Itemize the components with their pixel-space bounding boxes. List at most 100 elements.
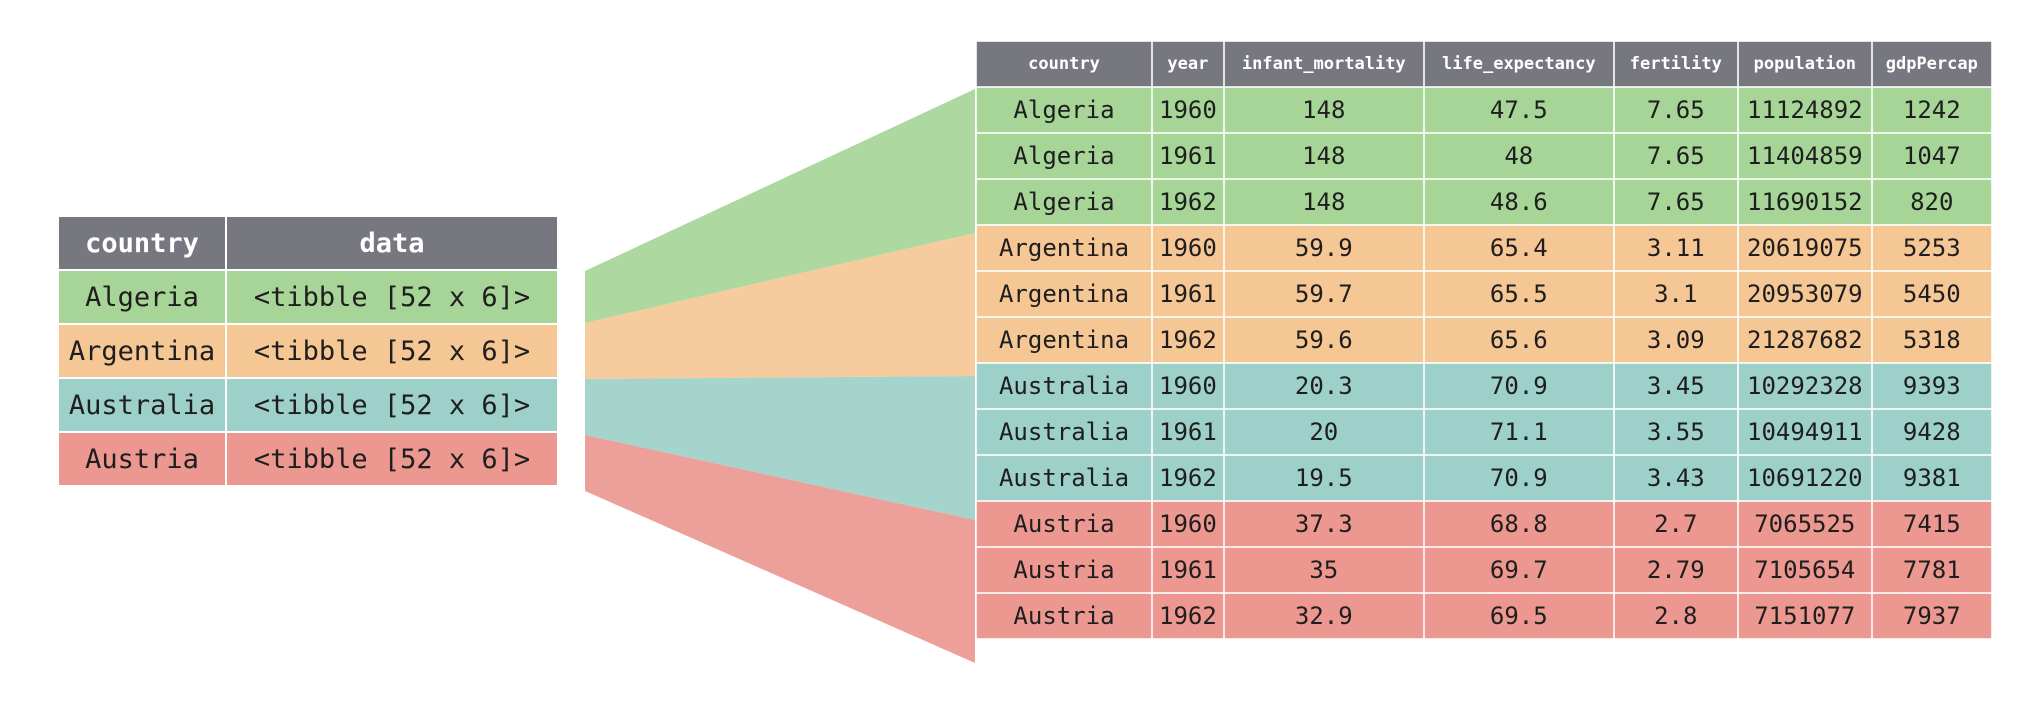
table-row: Algeria 1962 148 48.6 7.65 11690152 820 bbox=[975, 178, 1993, 226]
cell-population: 10494911 bbox=[1736, 408, 1873, 456]
cell-life-expectancy: 68.8 bbox=[1422, 500, 1615, 548]
cell-gdppercap: 5253 bbox=[1870, 224, 1993, 272]
cell-year: 1960 bbox=[1151, 86, 1225, 134]
table-row: Argentina 1962 59.6 65.6 3.09 21287682 5318 bbox=[975, 316, 1993, 364]
cell-population: 20953079 bbox=[1736, 270, 1873, 318]
cell-year: 1961 bbox=[1151, 408, 1225, 456]
connector-algeria bbox=[585, 89, 975, 323]
cell-infant-mortality: 148 bbox=[1222, 178, 1425, 226]
cell-life-expectancy: 48.6 bbox=[1422, 178, 1615, 226]
cell-year: 1962 bbox=[1151, 454, 1225, 502]
cell-country: Australia bbox=[975, 408, 1153, 456]
cell-year: 1962 bbox=[1151, 316, 1225, 364]
cell-life-expectancy: 65.6 bbox=[1422, 316, 1615, 364]
table-row: Australia 1960 20.3 70.9 3.45 10292328 9393 bbox=[975, 362, 1993, 410]
cell-population: 7151077 bbox=[1736, 592, 1873, 640]
cell-gdppercap: 9428 bbox=[1870, 408, 1993, 456]
cell-gdppercap: 7781 bbox=[1870, 546, 1993, 594]
cell-country: Algeria bbox=[975, 178, 1153, 226]
cell-infant-mortality: 59.7 bbox=[1222, 270, 1425, 318]
cell-country: Algeria bbox=[975, 132, 1153, 180]
cell-infant-mortality: 37.3 bbox=[1222, 500, 1425, 548]
table-row: Algeria 1961 148 48 7.65 11404859 1047 bbox=[975, 132, 1993, 180]
cell-fertility: 7.65 bbox=[1612, 86, 1739, 134]
unnested-table-body: Algeria 1960 148 47.5 7.65 11124892 1242 Algeri… bbox=[975, 86, 1993, 640]
nested-cell-data: <tibble [52 x 6]> bbox=[225, 323, 559, 379]
cell-year: 1961 bbox=[1151, 270, 1225, 318]
table-row: Argentina 1960 59.9 65.4 3.11 20619075 5253 bbox=[975, 224, 1993, 272]
unnested-header-population: population bbox=[1736, 40, 1873, 88]
cell-population: 11404859 bbox=[1736, 132, 1873, 180]
nested-cell-data: <tibble [52 x 6]> bbox=[225, 431, 559, 487]
unnested-table-header-row: country year infant_mortality life_expec… bbox=[975, 40, 1993, 88]
nested-header-data: data bbox=[225, 215, 559, 271]
cell-life-expectancy: 70.9 bbox=[1422, 454, 1615, 502]
cell-fertility: 3.55 bbox=[1612, 408, 1739, 456]
cell-fertility: 3.1 bbox=[1612, 270, 1739, 318]
cell-population: 10292328 bbox=[1736, 362, 1873, 410]
cell-year: 1960 bbox=[1151, 362, 1225, 410]
nested-row-argentina: Argentina <tibble [52 x 6]> bbox=[57, 323, 559, 379]
unnested-header-life-expectancy: life_expectancy bbox=[1422, 40, 1615, 88]
table-row: Algeria 1960 148 47.5 7.65 11124892 1242 bbox=[975, 86, 1993, 134]
cell-country: Algeria bbox=[975, 86, 1153, 134]
cell-population: 10691220 bbox=[1736, 454, 1873, 502]
cell-infant-mortality: 59.9 bbox=[1222, 224, 1425, 272]
cell-fertility: 3.09 bbox=[1612, 316, 1739, 364]
table-row: Austria 1961 35 69.7 2.79 7105654 7781 bbox=[975, 546, 1993, 594]
cell-year: 1962 bbox=[1151, 592, 1225, 640]
nested-row-australia: Australia <tibble [52 x 6]> bbox=[57, 377, 559, 433]
cell-infant-mortality: 148 bbox=[1222, 86, 1425, 134]
cell-gdppercap: 5318 bbox=[1870, 316, 1993, 364]
unnested-header-country: country bbox=[975, 40, 1153, 88]
cell-population: 20619075 bbox=[1736, 224, 1873, 272]
table-row: Australia 1961 20 71.1 3.55 10494911 9428 bbox=[975, 408, 1993, 456]
unnested-table: country year infant_mortality life_expec… bbox=[975, 40, 1993, 640]
cell-country: Argentina bbox=[975, 316, 1153, 364]
unnested-header-gdppercap: gdpPercap bbox=[1870, 40, 1993, 88]
cell-life-expectancy: 47.5 bbox=[1422, 86, 1615, 134]
cell-life-expectancy: 48 bbox=[1422, 132, 1615, 180]
cell-gdppercap: 820 bbox=[1870, 178, 1993, 226]
cell-country: Austria bbox=[975, 500, 1153, 548]
table-row: Austria 1962 32.9 69.5 2.8 7151077 7937 bbox=[975, 592, 1993, 640]
cell-country: Argentina bbox=[975, 224, 1153, 272]
cell-population: 7065525 bbox=[1736, 500, 1873, 548]
cell-gdppercap: 7415 bbox=[1870, 500, 1993, 548]
cell-country: Austria bbox=[975, 546, 1153, 594]
cell-fertility: 2.7 bbox=[1612, 500, 1739, 548]
cell-infant-mortality: 19.5 bbox=[1222, 454, 1425, 502]
cell-life-expectancy: 71.1 bbox=[1422, 408, 1615, 456]
cell-year: 1960 bbox=[1151, 500, 1225, 548]
cell-year: 1961 bbox=[1151, 546, 1225, 594]
cell-country: Australia bbox=[975, 362, 1153, 410]
unnested-header-year: year bbox=[1151, 40, 1225, 88]
nested-cell-country: Austria bbox=[57, 431, 227, 487]
nested-cell-country: Algeria bbox=[57, 269, 227, 325]
cell-population: 21287682 bbox=[1736, 316, 1873, 364]
table-row: Australia 1962 19.5 70.9 3.43 10691220 9381 bbox=[975, 454, 1993, 502]
cell-population: 11124892 bbox=[1736, 86, 1873, 134]
connector-argentina bbox=[585, 233, 975, 379]
cell-fertility: 3.11 bbox=[1612, 224, 1739, 272]
cell-population: 7105654 bbox=[1736, 546, 1873, 594]
cell-fertility: 3.43 bbox=[1612, 454, 1739, 502]
cell-life-expectancy: 69.5 bbox=[1422, 592, 1615, 640]
unnested-header-infant-mortality: infant_mortality bbox=[1222, 40, 1425, 88]
cell-country: Austria bbox=[975, 592, 1153, 640]
nested-cell-data: <tibble [52 x 6]> bbox=[225, 269, 559, 325]
nested-table: country data Algeria <tibble [52 x 6]> A… bbox=[57, 215, 559, 487]
cell-life-expectancy: 70.9 bbox=[1422, 362, 1615, 410]
cell-fertility: 2.79 bbox=[1612, 546, 1739, 594]
nested-cell-country: Argentina bbox=[57, 323, 227, 379]
nested-header-country: country bbox=[57, 215, 227, 271]
cell-fertility: 2.8 bbox=[1612, 592, 1739, 640]
cell-life-expectancy: 69.7 bbox=[1422, 546, 1615, 594]
cell-fertility: 3.45 bbox=[1612, 362, 1739, 410]
table-row: Austria 1960 37.3 68.8 2.7 7065525 7415 bbox=[975, 500, 1993, 548]
cell-year: 1960 bbox=[1151, 224, 1225, 272]
cell-infant-mortality: 20 bbox=[1222, 408, 1425, 456]
cell-fertility: 7.65 bbox=[1612, 178, 1739, 226]
nested-cell-data: <tibble [52 x 6]> bbox=[225, 377, 559, 433]
cell-gdppercap: 9393 bbox=[1870, 362, 1993, 410]
